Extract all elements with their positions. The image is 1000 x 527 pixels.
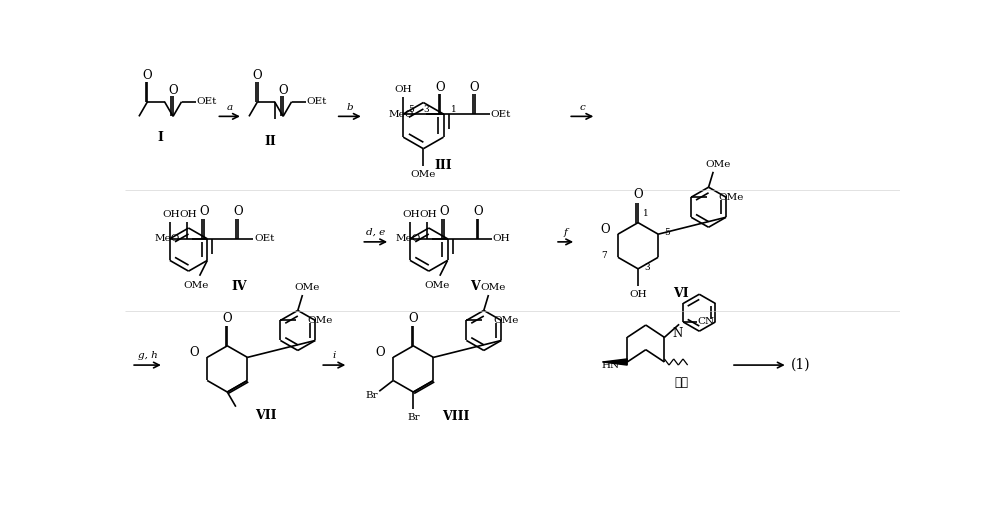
Text: O: O bbox=[168, 84, 178, 96]
Text: 3: 3 bbox=[645, 263, 650, 272]
Text: O: O bbox=[190, 346, 199, 359]
Text: I: I bbox=[157, 131, 163, 144]
Text: O: O bbox=[233, 206, 243, 218]
Text: HN: HN bbox=[601, 362, 619, 370]
Text: f: f bbox=[564, 228, 568, 237]
Text: 1: 1 bbox=[451, 105, 456, 114]
Text: 1: 1 bbox=[643, 209, 649, 218]
Text: OEt: OEt bbox=[306, 97, 327, 106]
Text: OMe: OMe bbox=[705, 160, 731, 169]
Text: OH: OH bbox=[394, 85, 412, 94]
Text: OH: OH bbox=[180, 210, 197, 219]
Text: c: c bbox=[579, 103, 585, 112]
Text: Br: Br bbox=[365, 392, 378, 401]
Text: 3: 3 bbox=[424, 105, 429, 114]
Text: VI: VI bbox=[673, 287, 688, 300]
Text: OEt: OEt bbox=[254, 235, 274, 243]
Text: MeO: MeO bbox=[155, 235, 180, 243]
Text: d, e: d, e bbox=[366, 228, 385, 237]
Text: O: O bbox=[408, 311, 418, 325]
Text: OH: OH bbox=[162, 210, 180, 219]
Text: O: O bbox=[376, 346, 385, 359]
Text: O: O bbox=[253, 69, 262, 82]
Text: MeO: MeO bbox=[389, 110, 414, 119]
Text: OMe: OMe bbox=[411, 170, 436, 179]
Text: O: O bbox=[633, 189, 643, 201]
Text: OEt: OEt bbox=[491, 110, 511, 119]
Polygon shape bbox=[602, 359, 627, 365]
Text: N: N bbox=[672, 327, 682, 340]
Text: O: O bbox=[222, 311, 232, 325]
Text: O: O bbox=[436, 81, 445, 94]
Text: OH: OH bbox=[629, 290, 647, 299]
Text: O: O bbox=[439, 206, 449, 218]
Text: VIII: VIII bbox=[442, 410, 470, 423]
Text: III: III bbox=[434, 159, 452, 172]
Text: VII: VII bbox=[255, 408, 277, 422]
Text: O: O bbox=[601, 223, 610, 236]
Text: OEt: OEt bbox=[196, 97, 217, 106]
Text: O: O bbox=[199, 206, 209, 218]
Text: OH: OH bbox=[403, 210, 420, 219]
Text: IV: IV bbox=[231, 280, 247, 293]
Text: (1): (1) bbox=[791, 358, 811, 372]
Text: OMe: OMe bbox=[493, 316, 519, 325]
Text: II: II bbox=[264, 134, 276, 148]
Text: O: O bbox=[278, 84, 288, 96]
Text: OMe: OMe bbox=[480, 283, 506, 292]
Text: OMe: OMe bbox=[424, 280, 449, 289]
Text: Br: Br bbox=[407, 413, 420, 422]
Text: g, h: g, h bbox=[138, 352, 157, 360]
Text: b: b bbox=[346, 103, 353, 112]
Text: 7: 7 bbox=[601, 251, 607, 260]
Text: 5: 5 bbox=[408, 105, 414, 114]
Text: OMe: OMe bbox=[294, 283, 320, 292]
Text: 乙腈: 乙腈 bbox=[674, 376, 688, 388]
Text: CN: CN bbox=[698, 317, 715, 326]
Text: O: O bbox=[143, 69, 152, 82]
Text: O: O bbox=[470, 81, 479, 94]
Text: V: V bbox=[470, 280, 480, 293]
Text: a: a bbox=[227, 103, 233, 112]
Text: OMe: OMe bbox=[718, 193, 744, 202]
Text: 5: 5 bbox=[665, 228, 670, 237]
Text: i: i bbox=[333, 352, 336, 360]
Text: OMe: OMe bbox=[307, 316, 333, 325]
Text: OH: OH bbox=[493, 235, 510, 243]
Text: OH: OH bbox=[420, 210, 437, 219]
Text: O: O bbox=[473, 206, 483, 218]
Text: MeO: MeO bbox=[395, 235, 420, 243]
Text: OMe: OMe bbox=[184, 280, 209, 289]
